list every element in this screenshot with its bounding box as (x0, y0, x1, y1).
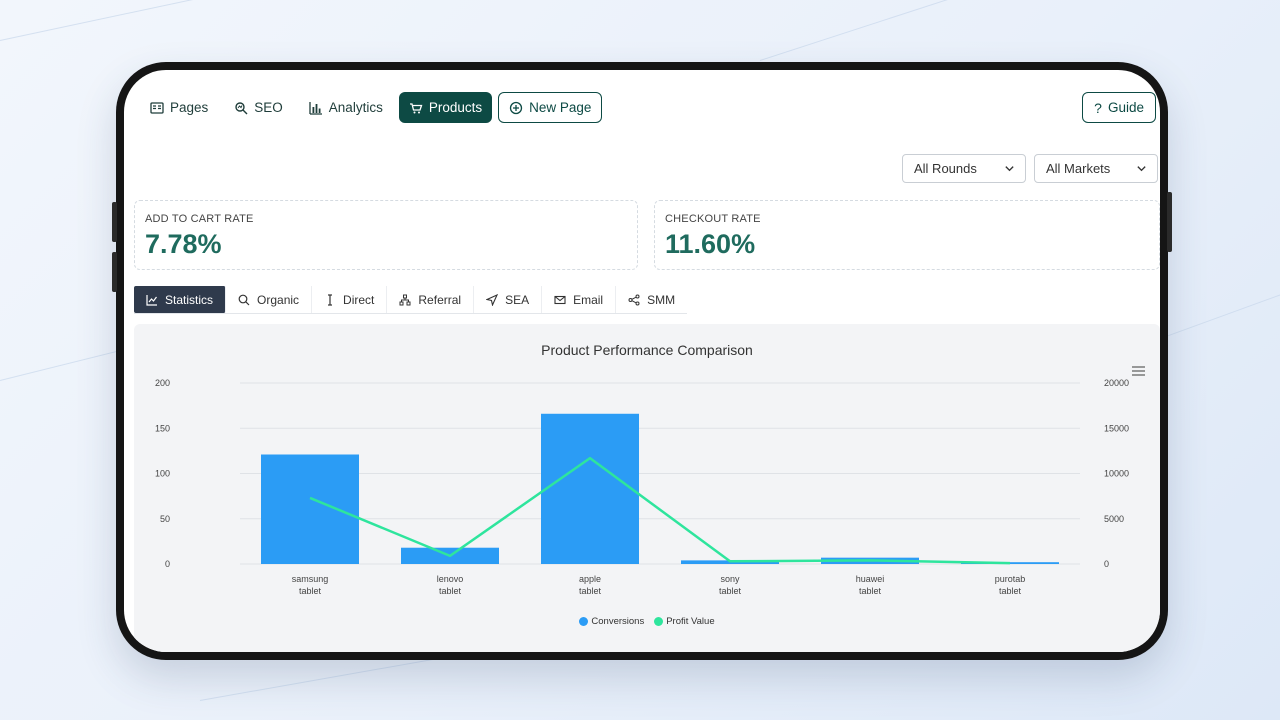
tab-sea[interactable]: SEA (474, 286, 543, 313)
tab-statistics[interactable]: Statistics (134, 286, 227, 313)
chart-title: Product Performance Comparison (541, 342, 753, 358)
y-right-tick-label: 5000 (1104, 514, 1124, 524)
tab-smm-label: SMM (647, 292, 676, 307)
seo-icon (235, 101, 248, 114)
guide-label: Guide (1107, 100, 1144, 115)
tab-direct-label: Direct (343, 292, 375, 307)
x-tick-label: apple (579, 574, 601, 584)
channel-tabs: Statistics Organic Direct Referral SEA E… (134, 286, 688, 314)
chevron-down-icon (1005, 166, 1014, 172)
hamburger-menu-icon[interactable] (1132, 366, 1145, 376)
checkout-rate-label: CHECKOUT RATE (665, 213, 761, 225)
mail-icon (554, 295, 566, 304)
checkout-rate-value: 11.60% (665, 229, 756, 259)
tab-referral-label: Referral (418, 292, 462, 307)
rounds-select-value: All Rounds (914, 161, 977, 176)
new-page-button[interactable]: New Page (498, 92, 603, 123)
nav-seo[interactable]: SEO (224, 92, 293, 123)
top-nav: Pages SEO Analytics Products New Page (140, 92, 608, 123)
nav-seo-label: SEO (254, 100, 283, 115)
tab-smm[interactable]: SMM (616, 286, 687, 313)
tab-email-label: Email (573, 292, 604, 307)
product-performance-chart: 0 0 50 5000 100 10000 150 15000 200 20000 samsung t… (155, 378, 1129, 596)
cart-icon (409, 102, 423, 113)
nav-analytics[interactable]: Analytics (299, 92, 393, 123)
x-tick-label: lenovo (437, 574, 464, 584)
nav-pages-label: Pages (170, 100, 209, 115)
network-icon (399, 294, 411, 305)
cursor-icon (328, 293, 333, 306)
line-chart-icon (146, 294, 157, 306)
nav-analytics-label: Analytics (328, 100, 383, 115)
y-right-tick-label: 10000 (1104, 469, 1129, 479)
share-icon (628, 294, 640, 305)
chevron-down-icon (1137, 166, 1146, 172)
nav-pages[interactable]: Pages (140, 92, 218, 123)
y-left-tick-label: 50 (160, 514, 170, 524)
checkout-rate-card: CHECKOUT RATE 11.60% (654, 200, 1160, 270)
device-side-button (112, 252, 117, 292)
plus-icon (509, 101, 523, 114)
bar-conversions (541, 413, 639, 564)
bar-conversions (261, 454, 359, 564)
tab-organic-label: Organic (257, 292, 300, 307)
legend-item-profit-value[interactable]: Profit Value (654, 616, 715, 627)
search-icon (238, 294, 250, 305)
line-profit-value (309, 456, 1011, 565)
chart-panel: Product Performance Comparison 0 0 50 5000 1… (134, 324, 1160, 652)
send-icon (486, 293, 499, 306)
tab-direct[interactable]: Direct (312, 286, 388, 313)
x-tick-label: samsung (292, 574, 329, 584)
x-tick-label: purotab (995, 574, 1026, 584)
legend-label-conversions: Conversions (591, 616, 645, 627)
markets-select[interactable]: All Markets (1034, 154, 1158, 183)
add-to-cart-rate-label: ADD TO CART RATE (145, 213, 254, 225)
device-side-button (112, 202, 117, 242)
y-right-tick-label: 15000 (1104, 423, 1129, 433)
guide-button[interactable]: ? Guide (1082, 92, 1156, 123)
chart-legend: Conversions Profit Value (134, 616, 1160, 627)
y-left-tick-label: 200 (155, 378, 170, 388)
x-tick-label: huawei (856, 574, 885, 584)
x-tick-label: tablet (299, 586, 322, 596)
x-tick-label: tablet (859, 586, 882, 596)
x-tick-label: tablet (579, 586, 602, 596)
x-tick-label: tablet (439, 586, 462, 596)
help-icon: ? (1094, 99, 1102, 116)
y-right-tick-label: 0 (1104, 559, 1109, 569)
tablet-device: Pages SEO Analytics Products New Page ? … (112, 62, 1172, 660)
pages-icon (150, 101, 164, 114)
nav-products-label: Products (428, 100, 483, 115)
legend-dot-profit-value (654, 617, 664, 626)
tab-referral[interactable]: Referral (387, 286, 475, 313)
tab-email[interactable]: Email (542, 286, 617, 313)
x-tick-label: sony (720, 574, 740, 584)
tab-sea-label: SEA (505, 292, 530, 307)
analytics-icon (309, 101, 322, 115)
y-left-tick-label: 150 (155, 423, 170, 433)
legend-dot-conversions (579, 617, 589, 626)
add-to-cart-rate-value: 7.78% (145, 229, 222, 259)
y-left-tick-label: 100 (155, 469, 170, 479)
app-screen: Pages SEO Analytics Products New Page ? … (124, 70, 1160, 652)
x-tick-label: tablet (999, 586, 1022, 596)
nav-products[interactable]: Products (398, 92, 493, 123)
tab-organic[interactable]: Organic (226, 286, 313, 313)
tab-statistics-label: Statistics (165, 292, 214, 307)
legend-label-profit-value: Profit Value (666, 616, 715, 627)
add-to-cart-rate-card: ADD TO CART RATE 7.78% (134, 200, 638, 270)
new-page-label: New Page (529, 100, 592, 115)
x-tick-label: tablet (719, 586, 742, 596)
y-left-tick-label: 0 (165, 559, 170, 569)
device-power-button (1167, 192, 1172, 252)
y-right-tick-label: 20000 (1104, 378, 1129, 388)
markets-select-value: All Markets (1046, 161, 1111, 176)
rounds-select[interactable]: All Rounds (902, 154, 1026, 183)
legend-item-conversions[interactable]: Conversions (579, 616, 644, 627)
